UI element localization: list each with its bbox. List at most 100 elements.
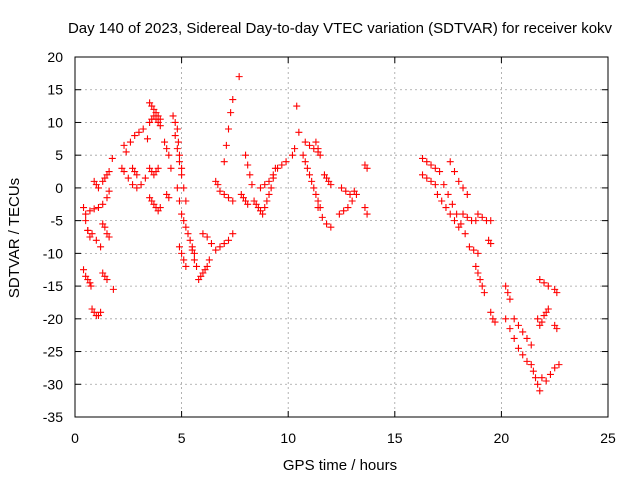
- x-tick-label: 20: [494, 430, 510, 446]
- data-point: [122, 148, 130, 156]
- series-arc43: [338, 184, 358, 198]
- series-arc06: [90, 177, 102, 192]
- data-point: [163, 145, 171, 153]
- data-point: [551, 364, 559, 372]
- series-arc45: [361, 161, 371, 172]
- data-point: [86, 207, 94, 215]
- series-arc33: [250, 197, 267, 218]
- series-arc52: [465, 243, 482, 257]
- data-point: [527, 341, 535, 349]
- data-point: [229, 230, 237, 238]
- data-point: [203, 233, 211, 241]
- data-point: [129, 181, 137, 189]
- data-point: [109, 285, 117, 293]
- data-point: [242, 151, 250, 159]
- data-point: [463, 213, 471, 221]
- data-point: [448, 200, 456, 208]
- data-point: [80, 204, 88, 212]
- y-tick-label: -10: [43, 245, 63, 261]
- data-point: [519, 351, 527, 359]
- data-point: [419, 154, 427, 162]
- data-point: [555, 361, 563, 369]
- data-point: [161, 138, 169, 146]
- data-point: [141, 174, 149, 182]
- data-point: [553, 289, 561, 297]
- data-point: [182, 262, 190, 270]
- data-point: [225, 194, 233, 202]
- data-point: [344, 204, 352, 212]
- data-point: [227, 109, 235, 117]
- data-point: [346, 190, 354, 198]
- data-point: [295, 128, 303, 136]
- series-arc13: [129, 164, 141, 179]
- x-tick-label: 0: [71, 430, 79, 446]
- data-point: [244, 161, 252, 169]
- series-arc07: [99, 168, 113, 185]
- y-tick-label: 10: [47, 114, 63, 130]
- data-point: [291, 145, 299, 153]
- data-point: [457, 220, 465, 228]
- data-point: [94, 204, 102, 212]
- data-point: [470, 246, 478, 254]
- data-point: [327, 181, 335, 189]
- data-point: [265, 177, 273, 185]
- data-point: [88, 230, 96, 238]
- data-point: [101, 223, 109, 231]
- data-point: [84, 226, 92, 234]
- data-point: [442, 204, 450, 212]
- y-tick-label: -20: [43, 311, 63, 327]
- data-point: [180, 217, 188, 225]
- series-arc56: [487, 308, 499, 326]
- series-arc59: [510, 315, 535, 349]
- data-point: [265, 190, 273, 198]
- data-point: [175, 158, 183, 166]
- data-point: [174, 138, 182, 146]
- data-point: [178, 249, 186, 257]
- data-point: [506, 295, 514, 303]
- data-point: [188, 246, 196, 254]
- data-point: [167, 164, 175, 172]
- data-point: [193, 262, 201, 270]
- series-arc28: [220, 96, 237, 166]
- data-point: [538, 318, 546, 326]
- data-point: [465, 243, 473, 251]
- data-point: [182, 223, 190, 231]
- data-point: [491, 318, 499, 326]
- data-point: [478, 213, 486, 221]
- data-point: [450, 168, 458, 176]
- data-point: [90, 205, 98, 213]
- data-point: [143, 135, 151, 143]
- series-arc22: [173, 184, 198, 257]
- series-arc31: [237, 190, 252, 208]
- data-point: [527, 361, 535, 369]
- x-tick-label: 10: [280, 430, 296, 446]
- data-point: [175, 243, 183, 251]
- data-point: [487, 217, 495, 225]
- series-arc35: [261, 164, 279, 212]
- series-arc57: [502, 282, 514, 303]
- series-arc11: [118, 164, 149, 192]
- data-point: [301, 138, 309, 146]
- y-tick-label: -25: [43, 344, 63, 360]
- data-point: [103, 194, 111, 202]
- data-point: [440, 181, 448, 189]
- series-arc58: [502, 315, 535, 369]
- data-point: [267, 184, 275, 192]
- data-point: [314, 197, 322, 205]
- series-arc04: [84, 226, 105, 251]
- data-point: [137, 181, 145, 189]
- data-point: [461, 230, 469, 238]
- data-point: [363, 164, 371, 172]
- data-point: [80, 266, 88, 274]
- series-arc40: [314, 204, 335, 231]
- series-arc29: [220, 190, 237, 205]
- series-arc02: [80, 266, 95, 290]
- series-arc23: [175, 243, 190, 270]
- data-point: [282, 158, 290, 166]
- series-arc18: [161, 138, 175, 172]
- data-point: [318, 213, 326, 221]
- data-point: [269, 174, 277, 182]
- data-point: [504, 289, 512, 297]
- data-point: [327, 223, 335, 231]
